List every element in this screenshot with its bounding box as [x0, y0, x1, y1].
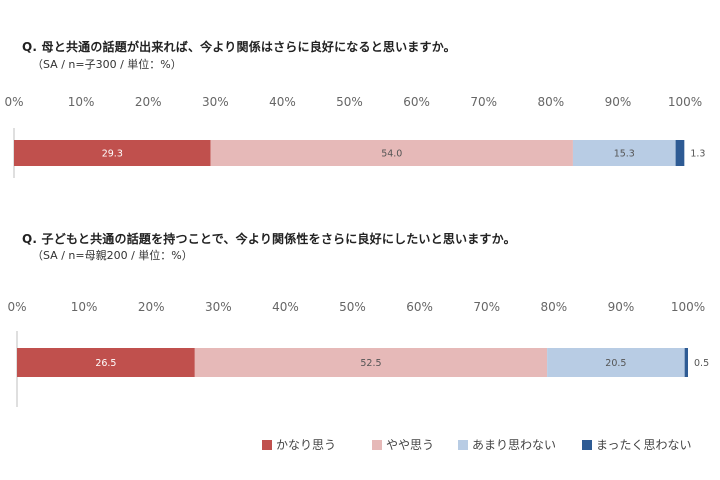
- chart1-tick-0: 0%: [4, 95, 23, 109]
- chart1-tick-7: 70%: [470, 95, 497, 109]
- chart1-bar-1: [14, 140, 211, 166]
- legend: かなり思う やや思う あまり思わない まったく思わない: [0, 436, 720, 460]
- legend-item-2: やや思う: [372, 436, 434, 453]
- chart1-tick-9: 90%: [605, 95, 632, 109]
- chart1-tick-8: 80%: [537, 95, 564, 109]
- chart1-subtitle: （SA / n=子300 / 単位：%）: [32, 58, 182, 71]
- chart2-title: Q. 子どもと共通の話題を持つことで、今より関係性をさらに良好にしたいと思います…: [22, 232, 516, 246]
- legend-swatch-4: [582, 439, 592, 450]
- legend-label-3: あまり思わない: [472, 438, 557, 452]
- chart2-bar-4: [684, 348, 688, 377]
- chart2-tick-10: 100%: [671, 300, 705, 314]
- chart2-tick-2: 20%: [138, 300, 165, 314]
- chart1-bar-4: [675, 140, 685, 166]
- legend-item-1: かなり思う: [262, 436, 336, 453]
- chart1-plot: 0% 10% 20% 30% 40% 50% 60% 70% 80% 90% 100% 29.3 54.…: [4, 95, 705, 178]
- legend-label-4: まったく思わない: [596, 438, 692, 452]
- chart1-tick-2: 20%: [135, 95, 162, 109]
- legend-swatch-3: [458, 439, 468, 450]
- legend-label-2: やや思う: [386, 438, 435, 452]
- chart2-bar-1: [17, 348, 195, 377]
- chart1-value-label-2: 54.0: [381, 149, 402, 160]
- chart2-value-label-2: 52.5: [360, 358, 381, 369]
- chart1-tick-10: 100%: [668, 95, 702, 109]
- chart1-value-label-3: 15.3: [614, 149, 635, 160]
- chart1-tick-5: 50%: [336, 95, 363, 109]
- chart1-tick-3: 30%: [202, 95, 229, 109]
- chart2-value-label-4: 0.5: [694, 358, 709, 369]
- chart2-tick-3: 30%: [205, 300, 232, 314]
- chart2-tick-8: 80%: [540, 300, 567, 314]
- chart2-tick-9: 90%: [608, 300, 635, 314]
- chart2-plot: 0% 10% 20% 30% 40% 50% 60% 70% 80% 90% 100% 26.5 52.…: [7, 300, 709, 407]
- chart2-tick-1: 10%: [71, 300, 98, 314]
- chart1-tick-4: 40%: [269, 95, 296, 109]
- chart1-bar-2: [210, 140, 573, 166]
- chart2-value-label-3: 20.5: [605, 358, 626, 369]
- chart2-tick-4: 40%: [272, 300, 299, 314]
- legend-swatch-1: [262, 439, 272, 450]
- chart2-bar-2: [194, 348, 548, 377]
- chart1-value-label-4: 1.3: [690, 149, 705, 160]
- legend-item-3: あまり思わない: [458, 436, 556, 453]
- chart1-tick-6: 60%: [403, 95, 430, 109]
- chart2-subtitle: （SA / n=母親200 / 単位：%）: [32, 249, 193, 262]
- legend-item-4: まったく思わない: [582, 436, 692, 453]
- legend-swatch-2: [372, 439, 382, 450]
- chart2-tick-6: 60%: [406, 300, 433, 314]
- chart1-bar-3: [572, 140, 676, 166]
- chart1-value-label-1: 29.3: [102, 149, 123, 160]
- chart2-tick-7: 70%: [473, 300, 500, 314]
- chart2-bar-3: [547, 348, 685, 377]
- chart1-tick-1: 10%: [68, 95, 95, 109]
- chart1-title: Q. 母と共通の話題が出来れば、今より関係はさらに良好になると思いますか。: [22, 40, 456, 54]
- legend-label-1: かなり思う: [276, 438, 337, 452]
- chart2-value-label-1: 26.5: [95, 358, 116, 369]
- chart2-tick-5: 50%: [339, 300, 366, 314]
- chart2-tick-0: 0%: [7, 300, 26, 314]
